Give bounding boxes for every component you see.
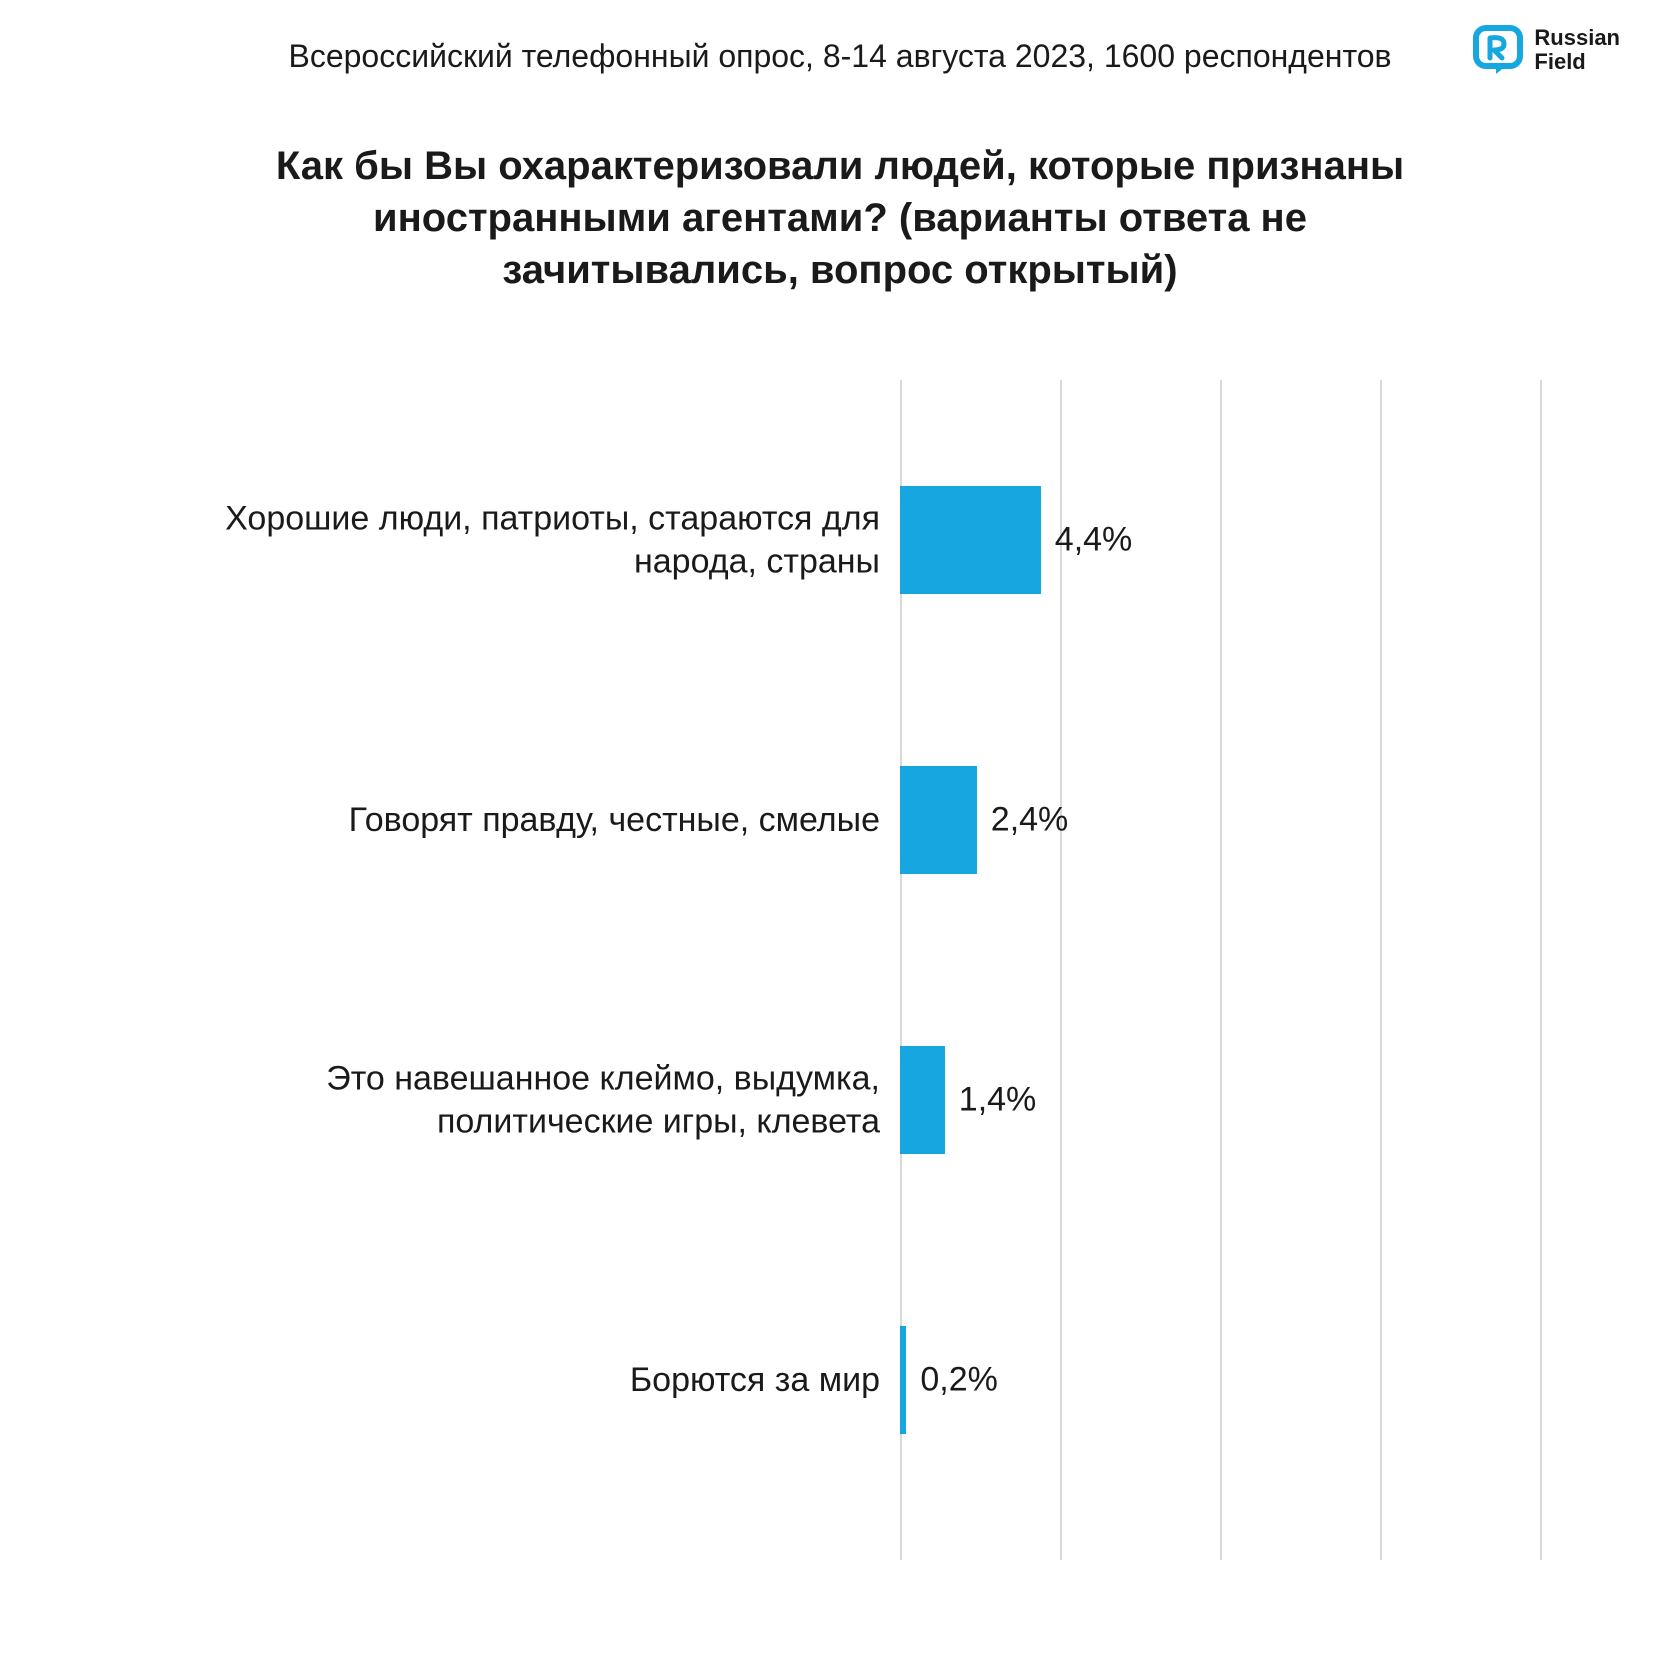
survey-meta: Всероссийский телефонный опрос, 8-14 авг…	[288, 38, 1391, 75]
category-label: Борются за мир	[160, 1359, 880, 1402]
header: Всероссийский телефонный опрос, 8-14 авг…	[0, 38, 1680, 75]
logo-text-line2: Field	[1534, 50, 1620, 74]
value-label: 2,4%	[991, 801, 1069, 840]
bar	[900, 486, 1041, 594]
page: Всероссийский телефонный опрос, 8-14 авг…	[0, 0, 1680, 1680]
value-label: 0,2%	[920, 1361, 998, 1400]
gridline	[1540, 380, 1542, 1560]
category-label: Это навешанное клеймо, выдумка, политиче…	[160, 1058, 880, 1143]
logo: Russian Field	[1472, 24, 1620, 76]
value-label: 1,4%	[959, 1081, 1037, 1120]
gridline	[1220, 380, 1222, 1560]
logo-icon	[1472, 24, 1524, 76]
logo-text: Russian Field	[1534, 26, 1620, 74]
category-label: Говорят правду, честные, смелые	[160, 799, 880, 842]
bar	[900, 1326, 906, 1434]
bar	[900, 766, 977, 874]
category-label: Хорошие люди, патриоты, стараются для на…	[160, 498, 880, 583]
bar-chart: Хорошие люди, патриоты, стараются для на…	[120, 380, 1560, 1560]
chart-title: Как бы Вы охарактеризовали людей, которы…	[240, 140, 1440, 296]
value-label: 4,4%	[1055, 521, 1133, 560]
bar	[900, 1046, 945, 1154]
gridline	[1380, 380, 1382, 1560]
logo-text-line1: Russian	[1534, 26, 1620, 50]
